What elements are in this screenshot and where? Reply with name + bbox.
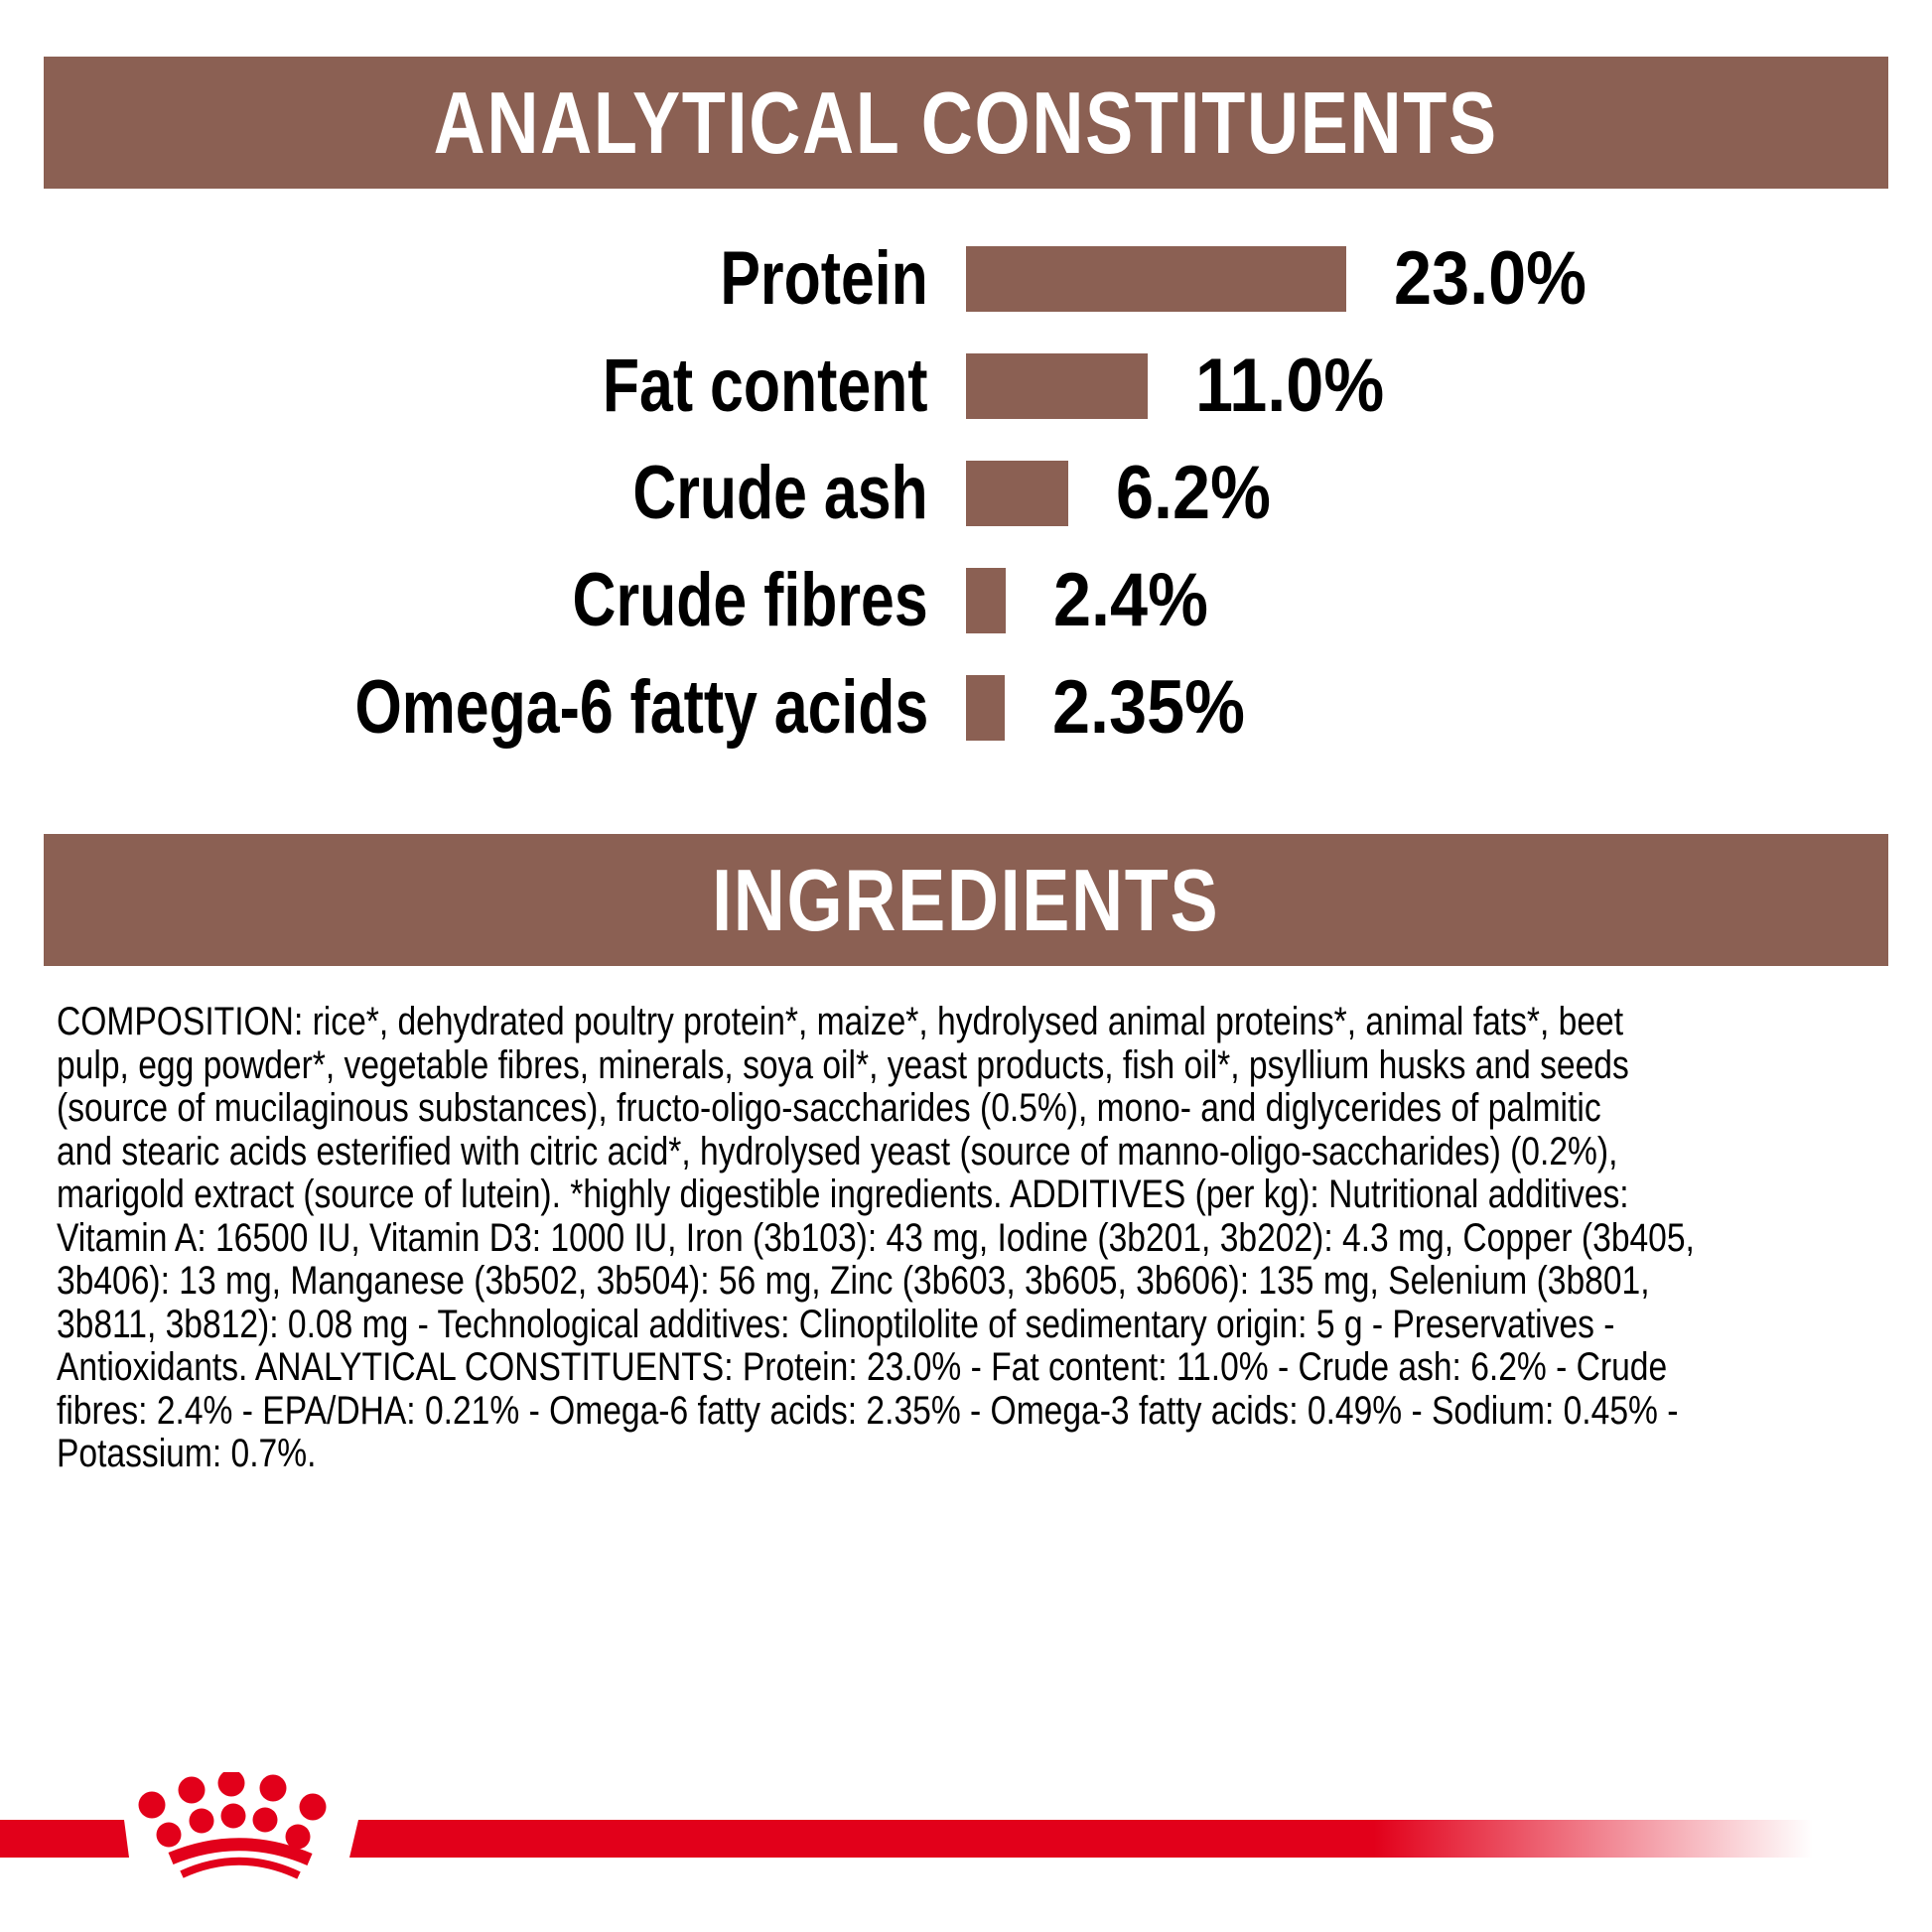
composition-line: Antioxidants. ANALYTICAL CONSTITUENTS: P…: [57, 1345, 1668, 1389]
bar-label: Protein: [720, 236, 928, 321]
royal-canin-crown-icon: [138, 1772, 327, 1879]
composition-line: marigold extract (source of lutein). *hi…: [57, 1173, 1629, 1216]
composition-line: Potassium: 0.7%.: [57, 1432, 317, 1475]
bar-crude-fibres: [966, 568, 1006, 633]
composition-line: fibres: 2.4% - EPA/DHA: 0.21% - Omega-6 …: [57, 1388, 1679, 1433]
composition-line: COMPOSITION: rice*, dehydrated poultry p…: [57, 1000, 1624, 1043]
bar-label: Omega-6 fatty acids: [354, 665, 928, 750]
chart-row: Protein 23.0%: [0, 236, 1932, 321]
composition-line: and stearic acids esterified with citric…: [57, 1129, 1618, 1173]
bar-value: 11.0%: [1195, 344, 1385, 428]
footer-red-band-right: [349, 1820, 1813, 1858]
composition-line: (source of mucilaginous substances), fru…: [57, 1086, 1601, 1130]
bar-value: 2.4%: [1053, 558, 1208, 642]
analytical-constituents-title: ANALYTICAL CONSTITUENTS: [433, 72, 1499, 172]
bar-label: Fat content: [603, 344, 928, 428]
bar-fat-content: [966, 353, 1148, 419]
bar-label: Crude fibres: [572, 558, 928, 642]
ingredients-title: INGREDIENTS: [712, 850, 1220, 949]
chart-row: Omega-6 fatty acids 2.35%: [0, 665, 1932, 750]
chart-row: Fat content 11.0%: [0, 344, 1932, 428]
bar-label: Crude ash: [632, 451, 928, 535]
analytical-constituents-header: ANALYTICAL CONSTITUENTS: [44, 57, 1888, 189]
composition-line: 3b406): 13 mg, Manganese (3b502, 3b504):…: [57, 1259, 1650, 1303]
footer-red-band-left: [0, 1820, 129, 1858]
bar-value: 6.2%: [1116, 451, 1271, 535]
composition-line: pulp, egg powder*, vegetable fibres, min…: [57, 1042, 1629, 1087]
bar-crude-ash: [966, 461, 1068, 526]
chart-row: Crude fibres 2.4%: [0, 558, 1932, 642]
ingredients-header: INGREDIENTS: [44, 834, 1888, 966]
bar-value: 23.0%: [1394, 236, 1587, 321]
bar-value: 2.35%: [1052, 665, 1245, 750]
composition-line: Vitamin A: 16500 IU, Vitamin D3: 1000 IU…: [57, 1215, 1695, 1260]
composition-text: COMPOSITION: rice*, dehydrated poultry p…: [57, 1000, 1932, 1476]
bar-omega6-fatty-acids: [966, 675, 1005, 741]
bar-protein: [966, 246, 1346, 312]
composition-line: 3b811, 3b812): 0.08 mg - Technological a…: [57, 1302, 1615, 1346]
chart-row: Crude ash 6.2%: [0, 451, 1932, 535]
